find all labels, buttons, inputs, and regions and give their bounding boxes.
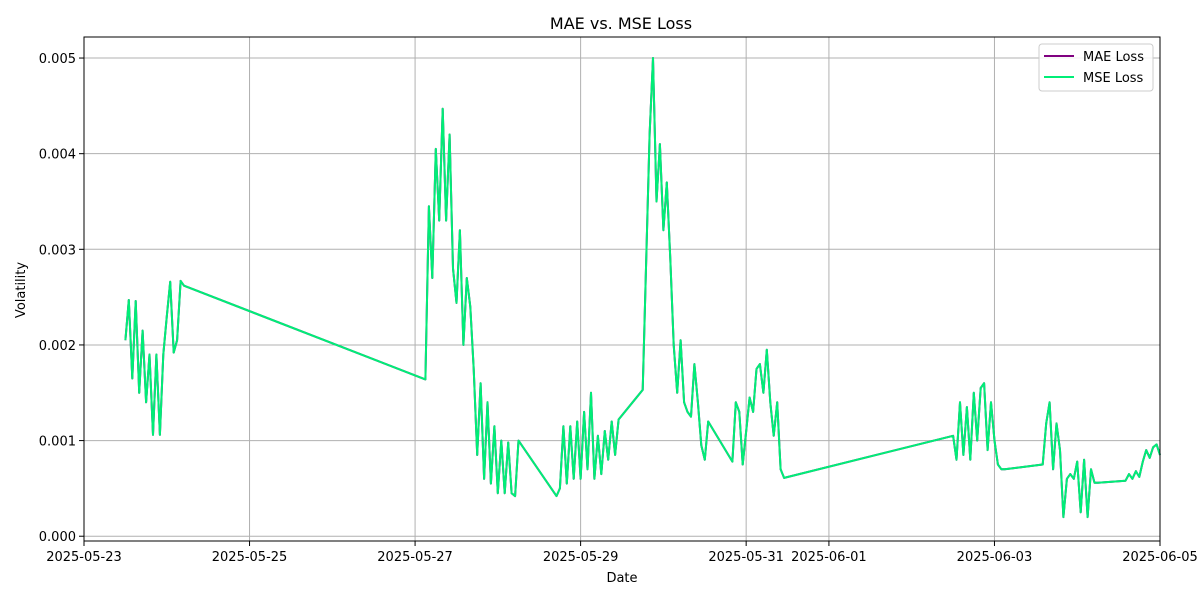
x-tick-label: 2025-06-01 bbox=[791, 550, 867, 565]
x-tick-label: 2025-05-29 bbox=[543, 550, 619, 565]
x-tick-label: 2025-05-31 bbox=[708, 550, 784, 565]
y-axis-title: Volatility bbox=[14, 262, 29, 318]
y-tick-label: 0.005 bbox=[39, 52, 76, 67]
x-axis-title: Date bbox=[606, 571, 637, 586]
y-tick-label: 0.004 bbox=[39, 148, 76, 163]
x-tick-label: 2025-06-05 bbox=[1122, 550, 1198, 565]
x-tick-label: 2025-05-23 bbox=[46, 550, 122, 565]
legend-label-mae: MAE Loss bbox=[1083, 50, 1144, 65]
y-tick-label: 0.000 bbox=[39, 530, 76, 545]
y-tick-label: 0.003 bbox=[39, 243, 76, 258]
series-group bbox=[124, 57, 1161, 519]
chart-title: MAE vs. MSE Loss bbox=[550, 14, 692, 33]
y-tick-label: 0.001 bbox=[39, 435, 76, 450]
legend: MAE Loss MSE Loss bbox=[1038, 43, 1154, 92]
x-tick-label: 2025-06-03 bbox=[957, 550, 1033, 565]
plot-frame bbox=[83, 36, 1161, 542]
y-tick-label: 0.002 bbox=[39, 339, 76, 354]
x-tick-label: 2025-05-25 bbox=[212, 550, 288, 565]
y-axis: 0.000 0.001 0.002 0.003 0.004 0.005 bbox=[39, 52, 84, 545]
series-line-mse-loss bbox=[124, 57, 1161, 519]
legend-label-mse: MSE Loss bbox=[1083, 71, 1144, 86]
grid bbox=[83, 37, 1161, 541]
x-tick-label: 2025-05-27 bbox=[377, 550, 453, 565]
series-line-mae-loss bbox=[124, 57, 1161, 519]
x-axis: 2025-05-23 2025-05-25 2025-05-27 2025-05-29… bbox=[46, 541, 1198, 565]
